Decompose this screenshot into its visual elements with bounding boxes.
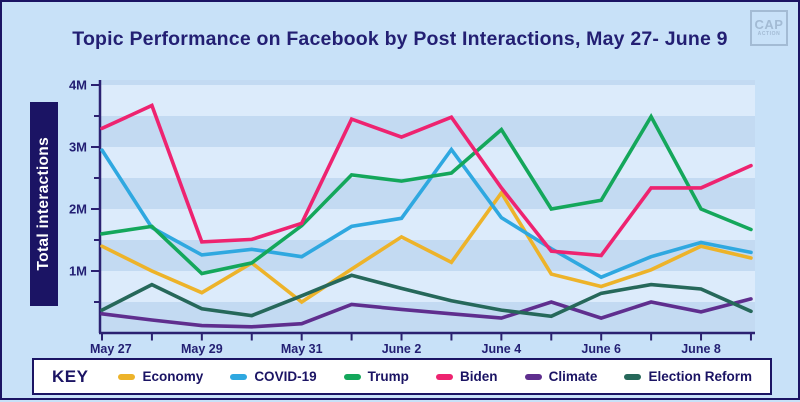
legend-items: Economy COVID-19 Trump Biden Climate Election… — [118, 369, 752, 384]
x-tick-label: June 8 — [681, 342, 721, 356]
plot-band — [100, 209, 755, 240]
legend-label-trump: Trump — [367, 369, 409, 384]
x-tick-label: June 2 — [382, 342, 422, 356]
x-tick-label: May 27 — [90, 342, 132, 356]
legend-item-covid-19: COVID-19 — [230, 369, 317, 384]
legend-marker-election-reform — [624, 373, 642, 380]
logo-text-action: ACTION — [757, 31, 781, 37]
line-election-reform — [100, 273, 753, 319]
legend-item-biden: Biden — [436, 369, 498, 384]
legend-box: KEY Economy COVID-19 Trump Biden Climate Elec… — [32, 358, 772, 395]
y-axis-title-box: Total interactions — [30, 102, 58, 306]
legend-item-economy: Economy — [118, 369, 203, 384]
legend-item-election-reform: Election Reform — [624, 369, 752, 384]
chart-title: Topic Performance on Facebook by Post In… — [72, 28, 728, 50]
legend-item-climate: Climate — [524, 369, 598, 384]
legend-marker-biden — [436, 373, 454, 380]
line-climate — [100, 297, 753, 329]
legend-label-biden: Biden — [460, 369, 498, 384]
plot-band — [100, 85, 755, 116]
y-tick-label: 2M — [69, 202, 87, 217]
logo-text-cap: CAP — [754, 17, 784, 32]
y-tick-label: 4M — [69, 78, 87, 93]
cap-action-logo: CAP ACTION — [750, 10, 788, 46]
y-tick-label: 1M — [69, 264, 87, 279]
line-trump — [100, 112, 753, 276]
x-tick-label: June 4 — [482, 342, 522, 356]
legend-key-label: KEY — [52, 366, 89, 386]
legend-marker-covid-19 — [230, 373, 248, 380]
legend-label-election-reform: Election Reform — [648, 369, 752, 384]
legend-label-climate: Climate — [548, 369, 598, 384]
legend-marker-climate — [524, 373, 542, 380]
y-tick-label: 3M — [69, 140, 87, 155]
x-tick-label: May 29 — [181, 342, 223, 356]
plot-band — [100, 80, 755, 85]
legend-item-trump: Trump — [343, 369, 409, 384]
plot-band — [100, 302, 755, 333]
legend-label-economy: Economy — [142, 369, 204, 384]
legend-marker-economy — [118, 373, 136, 380]
line-economy — [100, 189, 753, 305]
x-tick-label: May 31 — [281, 342, 323, 356]
plot-band — [100, 116, 755, 147]
legend-marker-trump — [343, 373, 361, 380]
line-covid-19 — [100, 146, 753, 280]
legend-label-covid-19: COVID-19 — [254, 369, 317, 384]
line-biden — [100, 103, 753, 258]
plot-band — [100, 147, 755, 178]
x-tick-label: June 6 — [581, 342, 621, 356]
